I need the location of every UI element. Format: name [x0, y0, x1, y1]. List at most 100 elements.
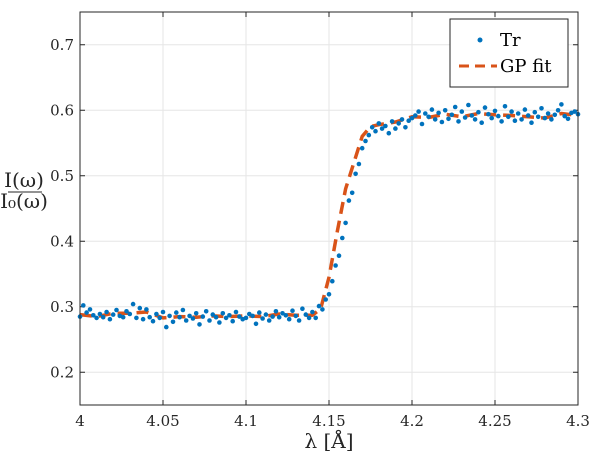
y-tick-label: 0.7: [50, 36, 74, 54]
data-point: [290, 308, 295, 314]
data-point: [296, 318, 302, 323]
data-point: [84, 310, 89, 315]
data-point: [174, 310, 179, 315]
data-point: [452, 104, 458, 110]
data-point: [183, 318, 189, 323]
data-point: [572, 109, 577, 114]
data-point: [389, 119, 395, 124]
data-point: [273, 309, 279, 314]
data-point: [253, 321, 259, 327]
data-point: [217, 320, 222, 325]
data-point: [160, 309, 166, 315]
data-point: [323, 297, 329, 302]
data-point: [336, 253, 342, 258]
data-point: [94, 315, 99, 321]
data-point: [203, 309, 209, 314]
data-point: [167, 313, 172, 319]
data-point: [486, 111, 491, 117]
data-point: [300, 306, 305, 312]
data-point: [522, 107, 528, 112]
data-point: [356, 161, 362, 167]
data-point: [406, 118, 412, 123]
data-point: [506, 114, 511, 120]
data-point: [535, 114, 541, 120]
x-ticks: 4 4.05 4.1 4.15 4.2 4.25 4.3: [75, 12, 590, 430]
data-point: [230, 318, 235, 324]
data-point: [439, 119, 445, 125]
data-point: [91, 313, 96, 318]
x-tick-label: 4.25: [478, 412, 511, 430]
data-point: [237, 314, 242, 319]
data-point: [565, 116, 571, 122]
data-point: [419, 121, 425, 127]
data-point: [502, 104, 508, 109]
data-point: [124, 309, 129, 314]
y-tick-label: 0.3: [50, 298, 74, 316]
data-point: [373, 128, 378, 134]
data-point: [396, 121, 402, 126]
data-point: [200, 314, 206, 319]
data-point: [220, 311, 226, 316]
data-point: [207, 318, 212, 323]
data-point: [150, 318, 156, 324]
data-point: [276, 314, 282, 320]
data-point: [386, 130, 392, 136]
x-tick-label: 4: [75, 412, 85, 430]
data-point: [260, 316, 265, 321]
data-point: [233, 309, 239, 315]
data-point: [529, 120, 534, 125]
y-axis-label-denominator: I₀(ω): [0, 189, 48, 213]
data-point: [429, 107, 435, 112]
data-point: [266, 318, 272, 323]
data-point: [515, 111, 521, 116]
data-point: [213, 314, 219, 320]
data-point: [293, 313, 299, 319]
data-point: [496, 113, 501, 119]
data-point: [376, 121, 382, 126]
data-point: [137, 305, 143, 311]
data-point: [499, 119, 504, 124]
legend-box: [449, 18, 569, 88]
data-point: [127, 311, 133, 317]
data-point: [316, 303, 322, 309]
data-point: [416, 109, 421, 114]
data-point: [399, 117, 405, 122]
data-point: [479, 120, 485, 125]
data-point: [456, 119, 461, 124]
x-tick-label: 4.05: [146, 412, 179, 430]
data-point: [542, 115, 548, 121]
data-point: [449, 112, 455, 118]
y-tick-label: 0.5: [50, 167, 74, 185]
data-point: [223, 315, 229, 321]
data-point: [393, 126, 398, 131]
x-tick-label: 4.15: [312, 412, 345, 430]
x-tick-label: 4.2: [400, 412, 424, 430]
legend: Tr GP fit: [449, 18, 569, 88]
data-point: [466, 102, 471, 108]
data-point: [340, 235, 345, 241]
data-point: [532, 109, 538, 115]
data-point: [114, 307, 119, 313]
data-point: [492, 108, 498, 114]
data-point: [409, 115, 415, 121]
data-point: [154, 311, 159, 317]
data-point: [180, 307, 186, 313]
data-point: [170, 319, 176, 325]
data-point: [110, 312, 116, 317]
data-point: [210, 312, 216, 317]
data-point: [379, 126, 385, 131]
data-point: [303, 312, 309, 317]
data-point: [369, 125, 375, 130]
data-point: [97, 311, 103, 317]
y-tick-label: 0.6: [50, 101, 74, 119]
data-point: [280, 311, 285, 316]
data-point: [462, 115, 468, 120]
data-point: [363, 138, 368, 144]
y-axis-label-numerator: I(ω): [4, 168, 44, 192]
data-point: [140, 316, 146, 322]
data-point: [545, 111, 551, 116]
x-axis-label: λ [Å]: [304, 428, 353, 453]
data-point: [100, 314, 106, 320]
data-point: [283, 313, 289, 318]
